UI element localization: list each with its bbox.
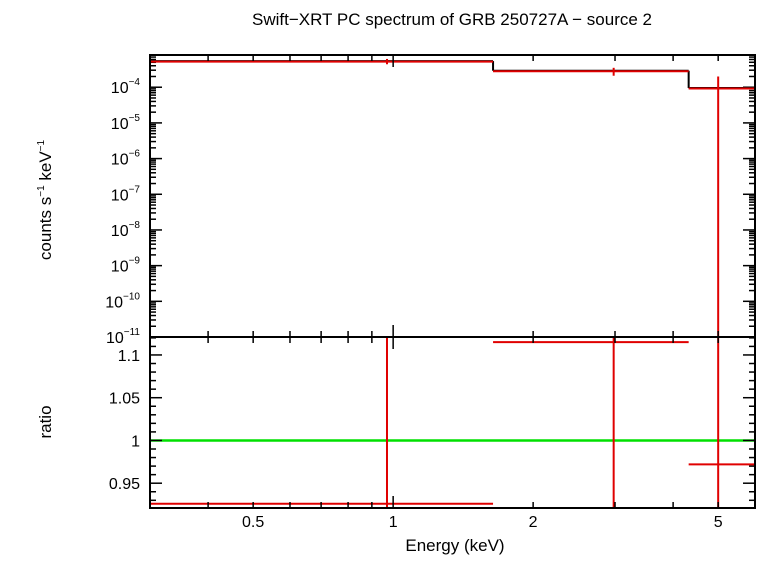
y-tick-label: 10−5 [111, 113, 141, 133]
y-tick-exponent: −6 [129, 149, 141, 160]
y-tick-exponent: −5 [129, 113, 141, 124]
y-tick-mantissa: 10 [111, 116, 129, 133]
ratio-y-tick-label: 0.95 [109, 476, 140, 493]
y-tick-label: 10−10 [105, 291, 140, 311]
ratio-y-tick-label: 1.05 [109, 391, 140, 408]
y-tick-label: 10−11 [106, 327, 140, 347]
y-axis-label-part: −1 [36, 139, 47, 151]
y-tick-label: 10−7 [111, 184, 141, 204]
spectrum-frame [149, 54, 756, 338]
x-axis-label: Energy (keV) [405, 536, 504, 555]
x-tick-label: 2 [529, 514, 538, 531]
ratio-panel: 0.95 1 1.05 1.1 0.5 1 2 5 [109, 336, 756, 531]
y-tick-label: 10−9 [111, 256, 141, 276]
ratio-y-tick-label: 1 [131, 433, 140, 450]
spectrum-panel: counts s−1 keV−110−1110−1010−910−810−710… [36, 54, 756, 347]
y-tick-label: 10−6 [111, 149, 141, 169]
ratio-y-tick-label: 1.1 [118, 348, 140, 365]
spectrum-y-axis-label: counts s−1 keV−1 [36, 139, 55, 260]
ratio-y-axis-label: ratio [36, 405, 55, 438]
y-tick-exponent: −8 [129, 220, 141, 231]
y-tick-exponent: −10 [123, 291, 140, 302]
y-tick-mantissa: 10 [111, 80, 129, 97]
y-tick-mantissa: 10 [106, 330, 124, 347]
y-axis-label-part: −1 [36, 185, 47, 197]
y-tick-label: 10−4 [111, 77, 141, 97]
x-tick-label: 5 [714, 514, 723, 531]
y-tick-mantissa: 10 [111, 187, 129, 204]
y-tick-mantissa: 10 [111, 152, 129, 169]
y-tick-exponent: −9 [129, 256, 141, 267]
y-tick-mantissa: 10 [111, 223, 129, 240]
ratio-frame [149, 336, 756, 509]
y-axis-label-part: keV [36, 151, 55, 186]
y-axis-label-part: counts s [36, 197, 55, 260]
y-tick-exponent: −4 [129, 77, 141, 88]
y-tick-exponent: −7 [129, 184, 141, 195]
x-tick-label: 1 [389, 514, 398, 531]
chart-title: Swift−XRT PC spectrum of GRB 250727A − s… [252, 10, 652, 29]
x-tick-label: 0.5 [242, 514, 264, 531]
y-tick-label: 10−8 [111, 220, 141, 240]
y-tick-mantissa: 10 [111, 259, 129, 276]
y-tick-mantissa: 10 [105, 294, 123, 311]
y-tick-exponent: −11 [124, 327, 141, 338]
